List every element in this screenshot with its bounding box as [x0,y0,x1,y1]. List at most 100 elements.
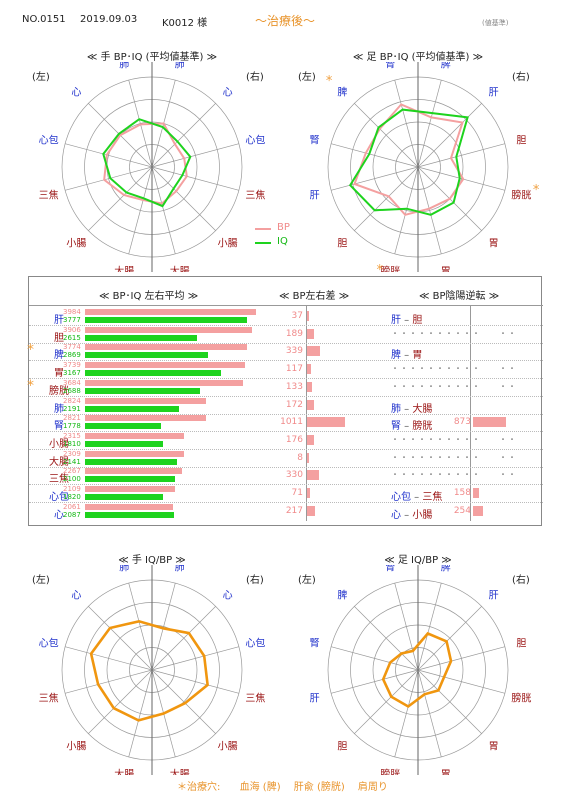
reversal-value: 158 [453,488,471,498]
radar-spoke [64,646,153,671]
iq-bar [85,370,221,377]
diff-bar [307,452,309,463]
iq-value: 2869 [63,351,81,360]
star-marker: * [326,74,333,89]
radar-spoke [151,606,216,671]
axis-label: 大腸 [170,767,190,775]
meridian-label: 腎 [54,421,64,433]
pair-dash: – [401,509,413,521]
diff-bar [307,488,310,498]
diff-bar [307,381,312,392]
radar-spoke [151,166,240,191]
axis-label: 胃 [489,238,499,250]
pair-dash: – [411,492,423,503]
row-separator [29,502,543,503]
radar-spoke [151,669,240,694]
iq-bar [85,494,163,500]
meridian-label: 肝 [54,315,64,326]
table-row: 大腸 2309 2141 8 ・・・・・・・・・・ ・・ [29,450,543,468]
avg-title: ≪ BP･IQ 左右平均 ≫ [99,291,199,302]
yang-label: 胆 [412,315,423,326]
row-separator [29,325,543,326]
bp-bar [85,415,206,422]
yin-label: 肝 [391,315,401,326]
axis-label: 心 [223,589,233,601]
legend-bp-swatch [255,228,271,230]
axis-label: 胃 [489,741,499,753]
axis-label: 脾 [441,62,451,71]
row-separator [29,448,543,450]
right-side-label: (右) [246,573,264,586]
iq-value: 2688 [63,386,81,395]
axis-label: 三焦 [39,692,59,705]
radar-spoke [88,669,153,734]
iq-value: 1810 [63,439,81,448]
treatment-points: ＊治療穴: 血海 (脾) 肝兪 (膀胱) 肩周り [0,778,565,793]
radar-spoke [64,143,153,168]
diff-value: 71 [291,488,303,498]
dotted-placeholder: ・・・・・・・・・・ ・・ [391,434,517,444]
bp-value: 3684 [63,378,81,387]
iq-value: 3167 [63,369,81,378]
axis-label: 心 [71,86,81,98]
diff-value: 117 [285,364,303,375]
table-row: 膀胱 * 3684 2688 133 ・・・・・・・・・・ ・・ [27,378,543,397]
yinyang-pair: 腎 – 膀胱 [391,417,432,432]
axis-label: 腎 [385,62,395,71]
radar-spoke [151,166,176,255]
yang-label: 膀胱 [412,421,433,433]
star-marker: * [27,342,34,359]
row-separator [29,466,543,468]
diff-bar [307,417,345,428]
bp-bar [85,432,185,439]
axis-label: 大腸 [114,767,134,775]
bp-bar [85,379,243,386]
row-separator [29,378,543,380]
axis-label: 膀胱 [511,692,531,705]
yang-label: 三焦 [422,492,443,503]
row-separator [29,431,543,433]
iq-value: 2191 [63,404,81,413]
iq-bar [85,317,247,323]
chart-title-foot-bpiq: ≪ 足 BP･IQ (平均値基準) ≫ [352,52,484,63]
treatment-list: 血海 (脾) 肝兪 (膀胱) 肩周り [239,782,388,793]
meridian-label: 膀胱 [49,385,69,397]
iq-value: 2141 [63,457,81,466]
radar-spoke [417,166,506,191]
radar-spoke [151,103,216,168]
yinyang-pair: 肝 – 胆 [391,311,422,326]
series-iq [348,108,469,216]
treatment-label: ＊治療穴: [177,782,221,793]
axis-label: 心包 [245,133,265,146]
table-row: 脾 * 3774 2869 339 脾 – 胃 [27,342,543,361]
radar-spoke [417,143,506,168]
right-side-label: (右) [246,70,264,83]
axis-label: 三焦 [39,189,59,202]
axis-label: 三焦 [245,692,265,705]
bp-value: 3739 [63,361,81,370]
diff-value: 176 [285,434,303,445]
bp-value: 3906 [63,325,81,334]
axis-label: 肺 [175,565,185,574]
radar-spoke [394,669,419,758]
table-row: 胃 3739 3167 117 ・・・・・・・・・・ ・・ [29,361,543,379]
radar-spoke [417,606,482,671]
radar-spoke [394,166,419,255]
axis-label: 肝 [489,86,499,98]
diff-bar [307,470,320,481]
iq-bar [85,352,208,359]
series-iq-bp [381,631,453,709]
reversal-value: 873 [453,417,471,428]
row-separator [29,413,543,415]
table-row: 胆 3906 2615 189 ・・・・・・・・・・ ・・ [29,325,543,344]
yinyang-pair: 心 – 小腸 [391,506,432,521]
patient-name: K0012 様 [162,18,208,29]
axis-label: 脾 [441,565,451,574]
table-row: 腎 2821 1778 1011 腎 – 膀胱 873 [29,414,543,433]
radar-spoke [88,166,153,231]
stage-label: ～治療後～ [255,14,316,28]
table-row: 心包 2109 1820 71 心包 – 三焦 158 [29,485,543,503]
axis-label: 脾 [337,85,347,98]
series-iq-bp [89,619,209,722]
right-side-label: (右) [512,573,530,586]
